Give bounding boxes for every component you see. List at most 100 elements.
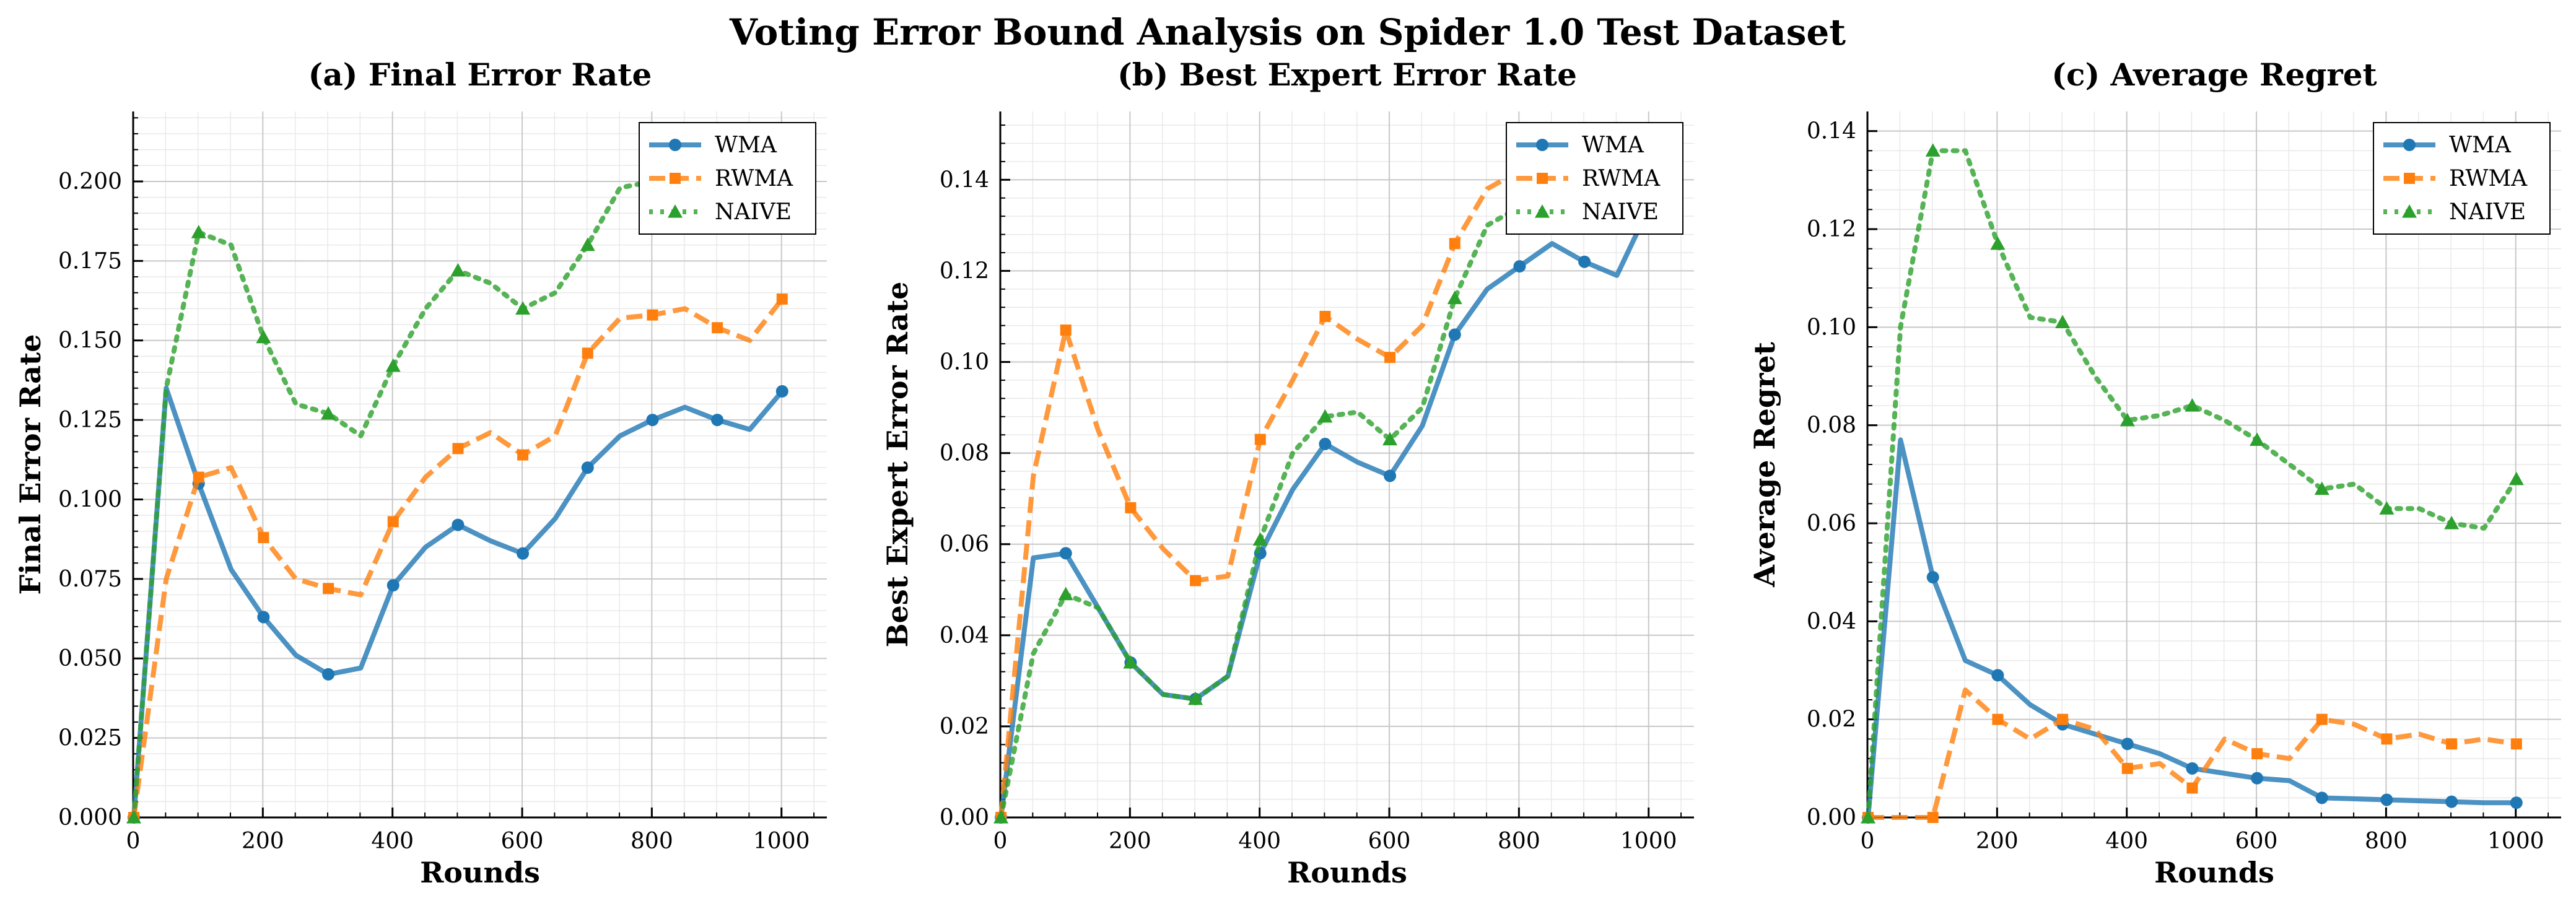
data-point-rwma: [1319, 310, 1331, 322]
data-point-wma: [257, 611, 270, 624]
data-point-rwma: [647, 309, 658, 321]
data-point-wma: [2445, 795, 2458, 808]
data-point-rwma: [1254, 433, 1266, 445]
x-tick-label: 1000: [2487, 829, 2544, 854]
data-point-rwma: [2057, 713, 2069, 725]
y-axis-label: Average Regret: [1748, 341, 1781, 587]
data-point-rwma: [2121, 762, 2133, 774]
data-point-naive: [1382, 432, 1398, 446]
y-tick-label: 0.10: [1807, 315, 1856, 340]
chart-panel-1: 0 200 400 600 800 1000 0.000 0.025 0.050 0.075 0.1…: [14, 56, 827, 889]
data-point-rwma: [387, 516, 399, 528]
data-point-naive: [2250, 432, 2265, 446]
y-tick-label: 0.125: [58, 407, 122, 433]
data-point-rwma: [2251, 748, 2263, 760]
data-point-naive: [2444, 516, 2460, 529]
legend-marker-wma: [1536, 139, 1548, 151]
x-tick-label: 400: [371, 829, 414, 854]
x-tick-label: 0: [1861, 829, 1875, 854]
data-point-rwma: [1190, 575, 1202, 586]
data-point-naive: [256, 329, 271, 344]
y-tick-label: 0.200: [58, 169, 122, 194]
x-tick-label: 800: [2365, 829, 2408, 854]
legend-label: RWMA: [2449, 166, 2528, 191]
y-tick-label: 0.10: [940, 350, 989, 375]
y-tick-label: 0.02: [940, 714, 989, 739]
data-point-naive: [2379, 501, 2395, 515]
data-point-naive: [1447, 290, 1462, 305]
data-point-naive: [1058, 586, 1073, 601]
x-tick-label: 200: [1976, 829, 2019, 854]
data-point-naive: [1861, 810, 1876, 824]
data-point-rwma: [2186, 782, 2198, 794]
legend-frame: [1506, 122, 1683, 235]
chart-title: (c) Average Regret: [2051, 56, 2377, 93]
legend-marker-rwma: [670, 173, 681, 184]
data-point-rwma: [1449, 238, 1460, 250]
data-point-rwma: [1384, 352, 1396, 364]
legend-label: RWMA: [715, 166, 793, 191]
data-point-naive: [1925, 143, 1941, 157]
data-point-wma: [2380, 793, 2393, 806]
data-point-rwma: [2510, 738, 2522, 750]
data-point-wma: [2251, 772, 2264, 785]
legend-marker-naive: [1535, 204, 1550, 218]
y-tick-label: 0.175: [58, 248, 122, 274]
y-tick-label: 0.06: [1807, 511, 1856, 536]
x-axis-label: Rounds: [420, 856, 540, 889]
data-point-naive: [450, 263, 466, 277]
data-point-rwma: [2381, 733, 2393, 745]
legend-label: RWMA: [1582, 166, 1661, 191]
data-point-naive: [191, 225, 206, 238]
y-tick-label: 0.000: [58, 805, 122, 830]
data-point-wma: [1578, 255, 1591, 268]
data-point-naive: [2120, 412, 2135, 427]
y-tick-label: 0.025: [58, 726, 122, 751]
series-wma: [1862, 437, 2523, 824]
y-tick-label: 0.00: [940, 805, 989, 830]
data-point-rwma: [1992, 713, 2004, 725]
legend-label: WMA: [715, 133, 777, 158]
x-axis-label: Rounds: [1287, 856, 1407, 889]
data-point-naive: [321, 406, 336, 420]
x-tick-label: 800: [631, 829, 673, 854]
x-tick-label: 0: [126, 829, 141, 854]
y-tick-label: 0.08: [1807, 413, 1856, 438]
data-point-rwma: [712, 322, 723, 334]
data-point-naive: [993, 810, 1009, 824]
data-point-naive: [126, 810, 142, 824]
y-tick-label: 0.050: [58, 646, 122, 671]
x-tick-label: 1000: [1620, 829, 1677, 854]
y-tick-label: 0.08: [940, 441, 989, 466]
data-point-naive: [2185, 398, 2200, 412]
x-tick-label: 200: [1109, 829, 1151, 854]
chart-panel-3: 0 200 400 600 800 1000 0.00 0.02 0.04 0.06 0.08 0.1…: [1748, 56, 2561, 889]
data-point-naive: [515, 301, 531, 315]
y-tick-label: 0.04: [1807, 609, 1856, 634]
data-point-wma: [322, 668, 335, 681]
series-line-naive: [1866, 148, 2519, 820]
data-point-wma: [517, 547, 530, 560]
legend-marker-wma: [669, 139, 681, 151]
series-naive: [126, 142, 790, 824]
legend-label: WMA: [2449, 133, 2512, 158]
y-axis-label: Final Error Rate: [14, 334, 47, 595]
data-point-naive: [1990, 236, 2006, 250]
data-point-naive: [1252, 532, 1268, 546]
y-tick-label: 0.06: [940, 532, 989, 557]
legend-label: NAIVE: [2449, 199, 2526, 225]
data-point-wma: [1384, 469, 1397, 482]
legend-label: NAIVE: [715, 199, 792, 225]
x-tick-label: 600: [2235, 829, 2278, 854]
legend: WMA RWMA NAIVE: [1506, 122, 1683, 235]
data-point-wma: [2510, 796, 2523, 809]
data-point-wma: [1319, 437, 1332, 450]
x-tick-label: 800: [1498, 829, 1540, 854]
data-point-naive: [1123, 655, 1138, 669]
data-point-wma: [386, 579, 399, 592]
y-axis-label: Best Expert Error Rate: [881, 282, 914, 648]
legend-label: WMA: [1582, 133, 1644, 158]
series-line-wma: [1866, 437, 2517, 818]
legend-marker-naive: [2402, 204, 2417, 218]
